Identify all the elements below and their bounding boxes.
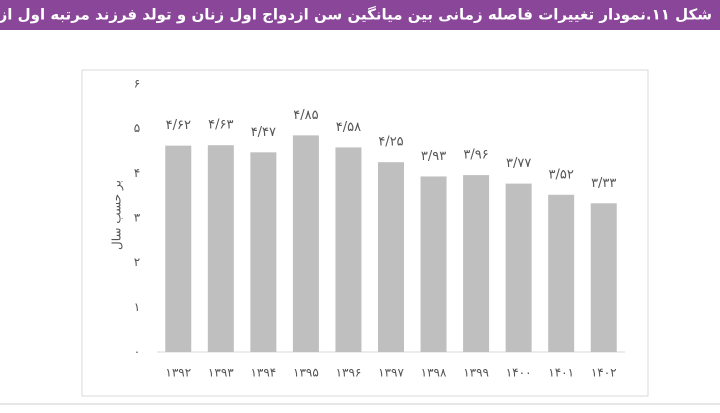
x-tick-label: ۱۳۹۸ (421, 366, 447, 380)
x-tick-label: ۱۳۹۵ (293, 366, 319, 380)
bar (207, 145, 234, 352)
value-label: ۴/۶۳ (208, 118, 233, 133)
header-bar (0, 0, 720, 30)
bar (292, 135, 319, 352)
value-label: ۴/۸۵ (293, 108, 318, 123)
y-tick-label: ۴ (134, 166, 140, 180)
value-label: ۳/۵۲ (549, 167, 574, 182)
value-label: ۳/۹۳ (421, 149, 446, 164)
value-label: ۴/۲۵ (378, 135, 403, 150)
bar (548, 194, 575, 352)
bar (165, 145, 192, 352)
x-tick-label: ۱۳۹۹ (463, 366, 489, 380)
y-tick-label: ۱ (134, 300, 140, 314)
x-tick-label: ۱۳۹۴ (250, 366, 276, 380)
chart-frame (81, 69, 649, 397)
x-tick-label: ۱۴۰۰ (506, 366, 532, 380)
y-tick-label: ۶ (134, 77, 140, 91)
x-tick-label: ۱۳۹۳ (208, 366, 234, 380)
y-axis-label: بر حسب سال (110, 180, 125, 250)
x-tick-label: ۱۴۰۱ (548, 366, 574, 380)
value-label: ۳/۷۷ (506, 156, 531, 171)
bar (378, 162, 404, 352)
x-tick-label: ۱۳۹۷ (378, 366, 404, 380)
x-tick-label: ۱۳۹۲ (165, 366, 191, 380)
bar (335, 147, 362, 352)
y-tick-label: ۰ (134, 345, 140, 359)
y-tick-label: ۲ (134, 255, 140, 269)
x-tick-label: ۱۳۹۶ (336, 366, 362, 380)
value-label: ۳/۳۳ (591, 176, 616, 191)
y-tick-label: ۵ (134, 121, 140, 135)
value-label: ۴/۶۲ (166, 118, 191, 133)
x-tick-label: ۱۴۰۲ (591, 366, 617, 380)
value-label: ۴/۵۸ (336, 120, 361, 135)
chart-title: شکل ۱۱.نمودار تغییرات فاصله زمانی بین می… (0, 6, 712, 24)
y-tick-label: ۳ (134, 211, 141, 225)
value-label: ۳/۹۶ (463, 148, 488, 163)
bar (590, 203, 617, 352)
bar (505, 183, 532, 352)
bar (463, 175, 490, 352)
bar (250, 152, 277, 352)
bar (420, 176, 447, 352)
value-label: ۴/۴۷ (251, 125, 276, 140)
